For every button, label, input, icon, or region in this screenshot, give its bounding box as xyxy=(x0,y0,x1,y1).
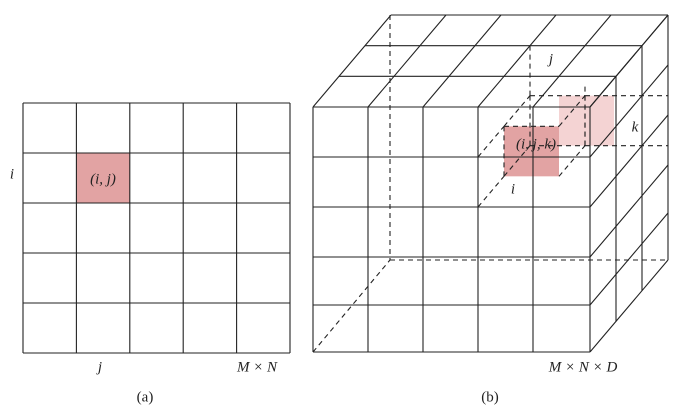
shapes xyxy=(22,14,669,354)
cell-label: (i, j, k) xyxy=(516,136,556,152)
hidden-edge xyxy=(558,145,586,177)
col-label: j xyxy=(547,51,553,67)
voxel-front xyxy=(504,126,559,177)
edge xyxy=(589,114,669,208)
hidden-edge xyxy=(558,95,586,127)
edge xyxy=(422,14,502,108)
edge xyxy=(589,164,669,258)
hidden-edge xyxy=(503,95,531,127)
caption: (b) xyxy=(481,389,499,405)
edge xyxy=(589,259,669,353)
edge xyxy=(367,14,447,108)
edge xyxy=(589,64,669,158)
hidden-edge xyxy=(477,175,505,208)
size-label: M × N × D xyxy=(548,359,618,375)
edge xyxy=(589,212,669,306)
voxel-back xyxy=(559,95,614,146)
caption: (a) xyxy=(137,389,154,405)
cell-label: (i, j) xyxy=(90,171,116,187)
row-label: i xyxy=(511,181,515,197)
highlight-cell xyxy=(76,153,130,203)
edge xyxy=(589,14,669,108)
hidden-edge xyxy=(312,259,391,353)
edge xyxy=(477,14,557,108)
depth-label: k xyxy=(632,119,639,135)
row-label: i xyxy=(10,166,14,182)
hidden-edge xyxy=(477,125,505,158)
hidden-edge xyxy=(503,145,531,177)
col-label: j xyxy=(96,359,102,375)
edge xyxy=(312,14,392,108)
edge xyxy=(532,14,612,108)
size-label: M × N xyxy=(236,359,278,375)
